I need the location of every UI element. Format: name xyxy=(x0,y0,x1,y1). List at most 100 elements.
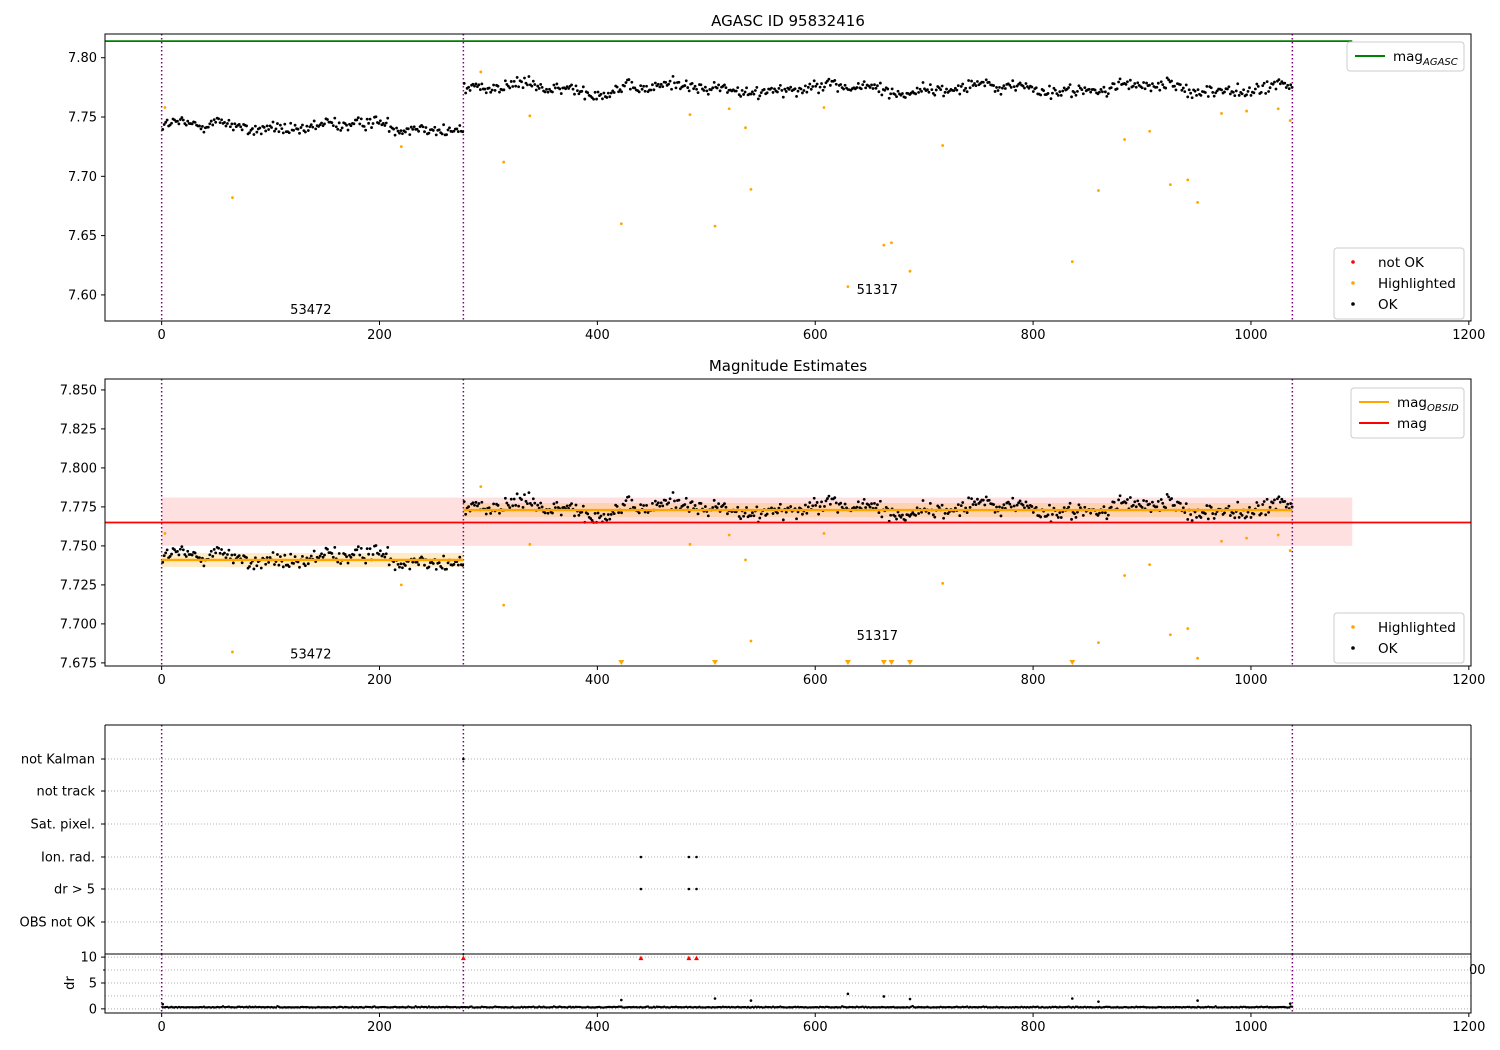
ok-point xyxy=(558,87,562,91)
ok-point xyxy=(292,128,296,132)
ok-point xyxy=(651,83,654,87)
x-tick-label: 400 xyxy=(585,673,610,688)
ok-point xyxy=(231,561,235,565)
ok-point xyxy=(365,117,369,121)
ok-point xyxy=(645,503,648,507)
ok-point xyxy=(751,90,754,94)
flags-panel: not Kalman not track Sat. pixel. Ion. rad. d… xyxy=(20,724,1472,954)
ok-point xyxy=(637,511,641,515)
ok-point xyxy=(776,90,779,94)
ok-point xyxy=(724,505,728,509)
ok-point xyxy=(517,85,521,89)
ok-point xyxy=(186,549,190,553)
x-tick-label: 0 xyxy=(158,673,166,688)
ok-point xyxy=(255,564,259,568)
ok-point xyxy=(445,133,448,137)
ok-point xyxy=(384,552,388,556)
off-scale-marker xyxy=(618,660,625,665)
ok-point xyxy=(296,127,300,131)
ok-point xyxy=(511,85,515,88)
x-tick-label: 1000 xyxy=(1234,1020,1267,1035)
ok-point xyxy=(580,89,584,93)
clipped-tick-label: 00 xyxy=(1469,963,1486,978)
dr-outlier-point xyxy=(713,997,717,1000)
ok-point xyxy=(920,510,923,514)
highlighted-point xyxy=(1070,260,1074,264)
ok-point xyxy=(843,502,847,506)
ok-point xyxy=(577,513,581,517)
ok-point xyxy=(498,511,501,515)
ok-point xyxy=(452,563,456,566)
ok-point xyxy=(1253,87,1257,91)
ok-point xyxy=(190,122,194,126)
ok-point xyxy=(387,563,391,567)
ok-point xyxy=(1098,90,1101,94)
ok-point xyxy=(224,556,228,560)
ok-point xyxy=(228,125,232,129)
highlighted-point xyxy=(1245,109,1249,113)
ok-point xyxy=(984,495,988,499)
ok-point xyxy=(462,81,466,85)
ok-point xyxy=(473,84,476,88)
ok-point xyxy=(615,505,619,508)
highlighted-point xyxy=(502,603,506,607)
ok-point xyxy=(345,555,348,559)
ok-point xyxy=(271,551,275,554)
ok-point xyxy=(326,547,329,551)
ok-point xyxy=(871,87,875,90)
ok-point xyxy=(656,82,660,86)
ok-point xyxy=(878,499,882,503)
ok-point xyxy=(901,92,904,95)
ok-point xyxy=(378,549,382,553)
ok-point xyxy=(383,124,387,127)
ok-point xyxy=(412,125,416,129)
ok-point xyxy=(1184,502,1188,506)
ok-point xyxy=(862,80,866,84)
ok-point xyxy=(362,125,366,128)
ok-point xyxy=(876,503,879,507)
ok-point xyxy=(162,554,166,558)
ok-point xyxy=(1159,80,1163,84)
ok-point xyxy=(667,82,671,86)
highlighted-point xyxy=(1168,183,1172,187)
ok-point xyxy=(889,513,893,517)
ok-point xyxy=(514,84,518,88)
x-tick-label: 200 xyxy=(367,328,392,343)
y-tick-label: 7.825 xyxy=(60,422,97,437)
ok-point xyxy=(628,87,632,91)
ok-point xyxy=(1170,497,1173,500)
ok-point xyxy=(218,551,222,555)
ok-point xyxy=(1106,92,1110,96)
ok-point xyxy=(377,121,381,125)
y-tick-label: 7.65 xyxy=(68,229,97,244)
ok-point xyxy=(226,553,229,556)
ok-point xyxy=(467,505,471,509)
ok-point xyxy=(828,83,832,87)
ok-point xyxy=(901,513,904,517)
ok-point xyxy=(686,505,690,509)
ok-point xyxy=(1143,87,1147,91)
ok-point xyxy=(1261,84,1265,87)
ok-point xyxy=(570,83,573,87)
ok-point xyxy=(245,556,248,560)
ok-point xyxy=(1148,502,1151,506)
ok-point xyxy=(642,504,646,507)
x-tick-label: 200 xyxy=(367,673,392,688)
ok-point xyxy=(908,514,912,518)
highlighted-point xyxy=(1288,549,1292,552)
ok-point xyxy=(540,505,544,509)
ok-point xyxy=(356,545,360,549)
ok-point xyxy=(1128,78,1132,82)
ok-point xyxy=(371,122,375,125)
ok-point xyxy=(211,554,215,558)
y-tick-label: 7.750 xyxy=(60,539,97,554)
ok-point xyxy=(237,123,241,126)
flag-row-label: dr > 5 xyxy=(54,883,95,898)
ok-point xyxy=(1256,504,1260,508)
ok-point xyxy=(886,87,890,91)
ok-point xyxy=(961,501,965,504)
ok-point xyxy=(1231,90,1235,94)
ok-point xyxy=(1165,493,1169,496)
ok-point xyxy=(993,90,997,93)
